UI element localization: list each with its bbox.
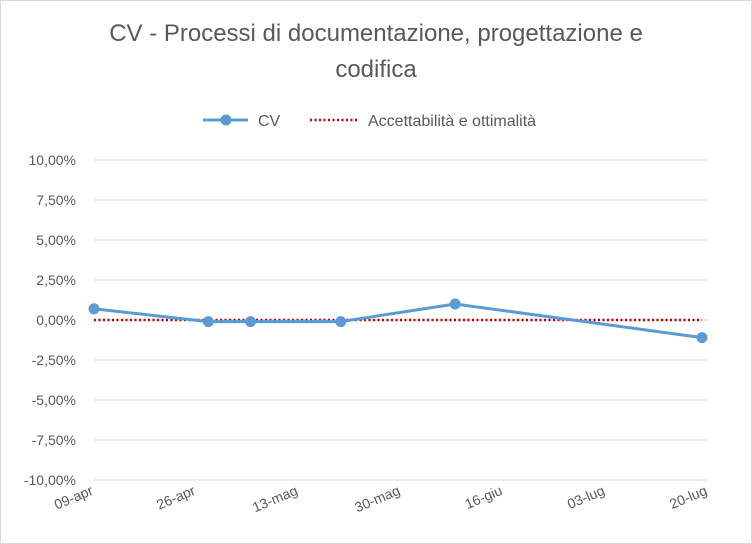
- x-tick-label: 30-mag: [352, 482, 402, 515]
- y-tick-label: -2,50%: [32, 352, 76, 368]
- x-axis-ticks: 09-apr 26-apr 13-mag 30-mag 16-giu 03-lug 20-l…: [52, 482, 710, 515]
- y-tick-label: -10,00%: [24, 472, 76, 488]
- legend: CV Accettabilità e ottimalità: [203, 113, 536, 130]
- x-tick-label: 26-apr: [154, 482, 198, 513]
- y-tick-label: 5,00%: [36, 232, 76, 248]
- cv-data-point: [245, 316, 257, 328]
- y-tick-label: -5,00%: [32, 392, 76, 408]
- x-tick-label: 16-giu: [462, 482, 504, 512]
- gridlines: [94, 159, 708, 481]
- x-tick-label: 03-lug: [565, 482, 607, 512]
- cv-data-point: [335, 316, 347, 328]
- cv-data-point: [696, 332, 708, 344]
- legend-cv-label: CV: [258, 113, 281, 130]
- legend-cv-marker: [220, 114, 232, 126]
- series-lines: [88, 298, 708, 344]
- chart-title: CV - Processi di documentazione, progett…: [0, 16, 752, 88]
- y-tick-label: 2,50%: [36, 272, 76, 288]
- y-tick-label: 7,50%: [36, 192, 76, 208]
- legend-threshold-label: Accettabilità e ottimalità: [368, 113, 536, 130]
- cv-data-point: [449, 298, 461, 310]
- x-tick-label: 20-lug: [667, 482, 709, 512]
- cv-data-point: [88, 303, 100, 315]
- cv-data-point: [202, 316, 214, 328]
- y-tick-label: 10,00%: [29, 152, 76, 168]
- y-tick-label: 0,00%: [36, 312, 76, 328]
- chart-title-text: CV - Processi di documentazione, progett…: [109, 20, 643, 83]
- cv-line: [93, 302, 703, 340]
- y-axis-ticks: 10,00% 7,50% 5,00% 2,50% 0,00% -2,50% -5,00% -7…: [24, 152, 76, 488]
- y-tick-label: -7,50%: [32, 432, 76, 448]
- x-tick-label: 13-mag: [250, 482, 300, 515]
